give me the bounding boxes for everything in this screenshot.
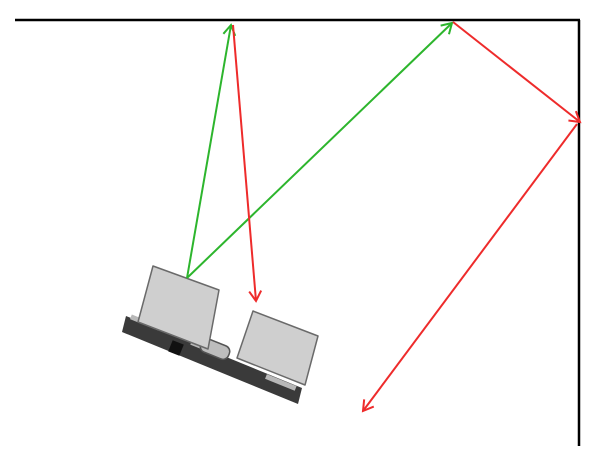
corner-walls	[15, 18, 581, 446]
reflected-ray-down	[232, 24, 263, 303]
emitter-transducer	[137, 265, 220, 350]
sensor-pcb	[122, 316, 302, 404]
emitted-ray-to-top-wall-left	[186, 23, 237, 279]
receiver-transducer	[236, 310, 319, 386]
emitted-ray-to-top-wall-right	[186, 21, 454, 279]
green-emitted-arrows	[186, 21, 454, 279]
sensor-chip	[168, 340, 184, 356]
reflected-ray-away	[361, 123, 578, 413]
ultrasonic-sensor-icon	[122, 265, 319, 404]
reflected-ray-to-right-wall	[452, 21, 582, 124]
red-reflected-arrows	[232, 21, 582, 413]
